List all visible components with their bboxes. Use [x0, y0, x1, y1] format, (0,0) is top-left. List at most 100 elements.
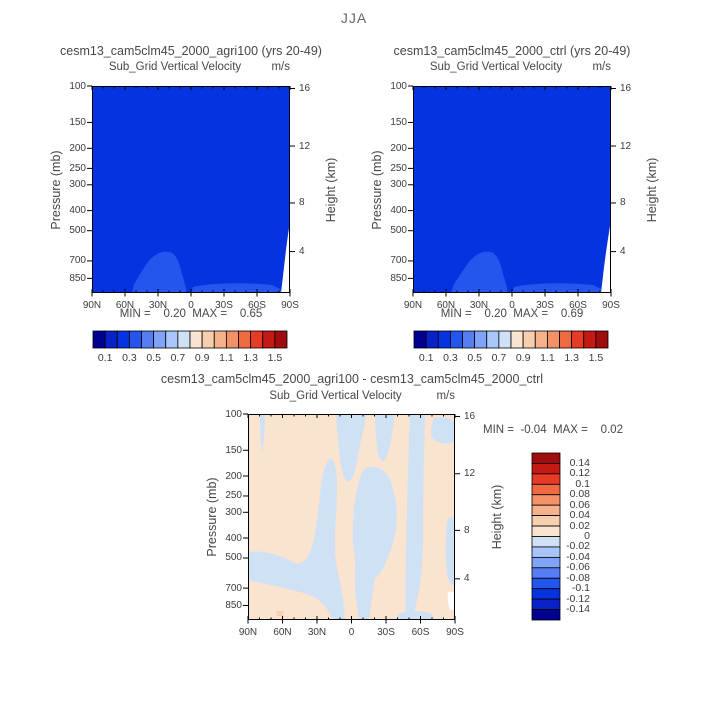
- colorbar-tick-label: -0.04: [566, 550, 590, 563]
- contour-region: [445, 517, 455, 585]
- pressure-tick-label: 300: [225, 506, 242, 518]
- height-tick-label: 4: [464, 573, 470, 585]
- colorbar-segment: [498, 330, 512, 349]
- season-title: JJA: [340, 10, 368, 26]
- pressure-tick-label: 100: [390, 80, 407, 92]
- colorbar-tick-label: -0.12: [566, 592, 590, 605]
- lat-tick-label: 90N: [82, 300, 102, 311]
- pressure-tick-label: 400: [225, 532, 242, 544]
- lat-tick-label: 0: [348, 627, 355, 638]
- colorbar-segment: [486, 330, 500, 349]
- height-tick-label: 8: [464, 524, 470, 536]
- colorbar-segment: [531, 556, 561, 569]
- units-label: m/s: [271, 61, 290, 73]
- colorbar-tick-label: 0.7: [491, 352, 507, 364]
- contour-region: [336, 414, 366, 482]
- colorbar-tick-label: 0.06: [569, 498, 590, 511]
- pressure-tick-label: 250: [225, 490, 242, 502]
- colorbar-segment: [225, 330, 239, 349]
- pressure-tick-label: 400: [69, 205, 86, 217]
- lat-tick-label: 60S: [411, 627, 430, 638]
- colorbar-segment: [559, 330, 573, 349]
- height-axis-title: Height (km): [324, 157, 338, 223]
- colorbar-segment: [583, 330, 597, 349]
- lat-tick-label: 0: [188, 300, 194, 311]
- panel-title-agri100: cesm13_cam5clm45_2000_agri100 (yrs 20-49…: [60, 44, 322, 58]
- colorbar-segment: [250, 330, 264, 349]
- pressure-tick-label: 700: [69, 255, 86, 267]
- pressure-tick-label: 400: [390, 205, 407, 217]
- colorbar-segment: [128, 330, 142, 349]
- lat-tick-label: 30N: [148, 300, 168, 311]
- colorbar-tick-label: 0.7: [170, 352, 186, 364]
- colorbar-tick-label: -0.14: [566, 603, 590, 616]
- pressure-tick-label: 700: [225, 582, 242, 594]
- lat-tick-label: 90S: [281, 300, 299, 311]
- height-axis-title: Height (km): [645, 157, 659, 223]
- colorbar-tick-label: 1.1: [540, 352, 555, 364]
- colorbar-tick-label: 0.3: [443, 352, 458, 364]
- lat-tick-label: 90S: [446, 627, 464, 638]
- colorbar-segment: [531, 536, 561, 548]
- colorbar-tick-label: 0.08: [569, 488, 590, 501]
- units-label: m/s: [436, 390, 455, 402]
- colorbar-segment: [531, 463, 561, 475]
- lat-tick-label: 30S: [377, 627, 395, 638]
- height-tick-label: 16: [299, 82, 311, 94]
- height-tick-label: 8: [620, 197, 626, 209]
- colorbar-segment: [534, 330, 548, 349]
- lat-tick-label: 30N: [307, 627, 327, 638]
- lat-tick-label: 60N: [115, 300, 135, 311]
- colorbar-segment: [437, 330, 451, 349]
- colorbar-tick-label: 0: [584, 530, 590, 542]
- colorbar-segment: [531, 515, 561, 527]
- colorbar-segment: [104, 330, 118, 349]
- colorbar-tick-label: 0.9: [194, 352, 210, 364]
- colorbar-segment: [153, 330, 167, 349]
- units-label: m/s: [592, 61, 611, 73]
- pressure-tick-label: 700: [390, 255, 407, 267]
- colorbar-tick-label: 0.1: [418, 352, 434, 364]
- height-tick-label: 16: [620, 82, 632, 94]
- colorbar-segment: [531, 546, 561, 558]
- lat-tick-label: 60S: [248, 300, 266, 311]
- colorbar-segment: [189, 330, 203, 349]
- contour-region: [352, 466, 397, 582]
- contour-plot-ctrl: [408, 85, 616, 297]
- colorbar-tick-label: 0.14: [569, 456, 590, 469]
- contour-region: [396, 611, 435, 620]
- height-tick-label: 12: [464, 468, 476, 480]
- field-background: [92, 86, 290, 293]
- colorbar-tick-label: 0.02: [569, 519, 590, 532]
- pressure-tick-label: 150: [390, 116, 407, 128]
- contour-region: [451, 251, 508, 293]
- contour-region: [260, 414, 265, 454]
- lat-tick-label: 90N: [403, 300, 423, 311]
- colorbar-segment: [546, 330, 560, 349]
- lat-tick-label: 60N: [273, 627, 292, 638]
- colorbar-tick-label: 0.12: [569, 467, 590, 480]
- colorbar-segment: [522, 330, 536, 349]
- colorbar-segment: [165, 330, 179, 349]
- colorbar-segment: [531, 452, 561, 464]
- colorbar-segment: [462, 330, 476, 349]
- contour-region: [248, 458, 345, 620]
- pressure-tick-label: 850: [390, 272, 407, 284]
- colorbar-segment: [531, 588, 561, 600]
- lat-tick-label: 60N: [436, 300, 456, 311]
- pressure-tick-label: 200: [69, 142, 86, 154]
- subtitle-row-difference: Sub_Grid Vertical Velocity m/s: [248, 390, 455, 404]
- colorbar-tick-label: 0.1: [575, 477, 590, 490]
- colorbar-segment: [571, 330, 585, 349]
- colorbar-tick-label: 1.1: [219, 352, 234, 364]
- height-tick-label: 4: [299, 246, 305, 258]
- colorbar-tick-label: 0.9: [515, 352, 531, 364]
- pressure-tick-label: 300: [390, 179, 407, 191]
- colorbar-ctrl: [413, 330, 609, 349]
- colorbar-tick-label: 1.3: [564, 352, 579, 364]
- pressure-tick-label: 500: [225, 552, 242, 564]
- pressure-tick-label: 100: [225, 408, 242, 420]
- field-name-label: Sub_Grid Vertical Velocity: [429, 61, 563, 73]
- colorbar-segment: [595, 330, 609, 349]
